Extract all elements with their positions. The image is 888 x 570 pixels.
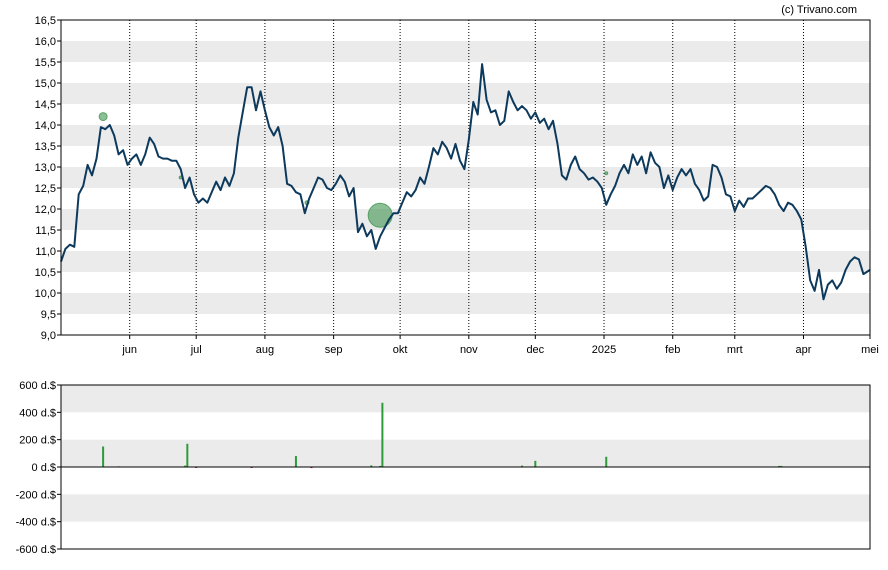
volume-bar xyxy=(184,465,187,467)
volume-bar xyxy=(778,465,781,467)
volume-band xyxy=(61,385,870,413)
volume-bar xyxy=(521,465,524,467)
x-tick-label: jul xyxy=(190,344,202,356)
x-tick-label: feb xyxy=(665,344,680,356)
y-tick-label: 14,5 xyxy=(35,99,56,111)
y-tick-label: 10,5 xyxy=(35,267,56,279)
price-band xyxy=(61,251,870,272)
volume-band xyxy=(61,439,870,467)
price-band xyxy=(61,167,870,188)
price-band xyxy=(61,125,870,146)
volume-y-tick-label: 600 d.$ xyxy=(19,380,56,392)
price-band xyxy=(61,41,870,62)
y-tick-label: 13,0 xyxy=(35,162,56,174)
x-tick-label: nov xyxy=(460,344,478,356)
transaction-marker xyxy=(367,202,393,228)
y-tick-label: 15,5 xyxy=(35,57,56,69)
price-band xyxy=(61,209,870,230)
y-tick-label: 11,5 xyxy=(35,225,56,237)
volume-bars xyxy=(61,402,870,469)
volume-plot-border xyxy=(60,384,871,550)
transaction-marker xyxy=(98,112,108,122)
x-tick-label: dec xyxy=(526,344,544,356)
volume-bar xyxy=(381,402,384,467)
volume-bar xyxy=(310,467,313,469)
x-tick-label: okt xyxy=(393,344,408,356)
x-tick-label: 2025 xyxy=(592,344,616,356)
volume-band xyxy=(61,494,870,522)
x-tick-label: mrt xyxy=(727,344,743,356)
volume-chart-frame xyxy=(60,384,871,550)
y-tick-label: 11,0 xyxy=(35,246,56,258)
price-band xyxy=(61,293,870,314)
x-tick-label: jun xyxy=(121,344,137,356)
price-plot-border xyxy=(60,19,871,336)
volume-y-axis: 600 d.$ 400 d.$ 200 d.$ 0 d.$ -200 d.$ -400 d… xyxy=(16,380,61,556)
volume-bar xyxy=(102,446,105,467)
price-series xyxy=(60,63,871,301)
price-chart-bands xyxy=(61,41,870,314)
y-tick-label: 14,0 xyxy=(35,120,56,132)
transaction-marker xyxy=(604,171,609,176)
x-axis: jun jul aug sep okt nov dec 2025 feb mrt apr mei xyxy=(121,335,879,356)
x-tick-label: apr xyxy=(796,344,812,356)
volume-y-tick-label: -400 d.$ xyxy=(16,517,56,529)
volume-y-tick-label: -600 d.$ xyxy=(16,544,56,556)
copyright-text: (c) Trivano.com xyxy=(781,4,857,16)
volume-bar xyxy=(294,456,297,467)
y-tick-label: 15,0 xyxy=(35,78,56,90)
y-tick-label: 10,0 xyxy=(35,288,56,300)
y-tick-label: 16,0 xyxy=(35,36,56,48)
x-tick-label: sep xyxy=(325,344,343,356)
y-tick-label: 9,5 xyxy=(41,309,56,321)
volume-bar xyxy=(379,465,382,467)
volume-bar xyxy=(370,465,373,467)
x-tick-label: aug xyxy=(256,344,274,356)
price-line xyxy=(60,63,871,301)
volume-chart-bands xyxy=(61,385,870,522)
volume-y-tick-label: 0 d.$ xyxy=(32,462,56,474)
volume-bar xyxy=(534,460,537,467)
y-tick-label: 9,0 xyxy=(41,330,56,342)
volume-bar xyxy=(780,465,783,467)
price-y-axis: 9,0 9,5 10,0 10,5 11,0 11,5 12,0 12,5 13,0 13,5 14… xyxy=(35,15,61,342)
y-tick-label: 12,0 xyxy=(35,204,56,216)
price-band xyxy=(61,83,870,104)
volume-bar xyxy=(186,443,189,467)
x-tick-label: mei xyxy=(861,344,879,356)
volume-y-tick-label: -200 d.$ xyxy=(16,489,56,501)
y-tick-label: 12,5 xyxy=(35,183,56,195)
volume-bar xyxy=(605,456,608,467)
y-tick-label: 13,5 xyxy=(35,141,56,153)
y-tick-label: 16,5 xyxy=(35,15,56,27)
volume-y-tick-label: 200 d.$ xyxy=(19,435,56,447)
volume-y-tick-label: 400 d.$ xyxy=(19,407,56,419)
price-chart-frame xyxy=(60,19,871,336)
